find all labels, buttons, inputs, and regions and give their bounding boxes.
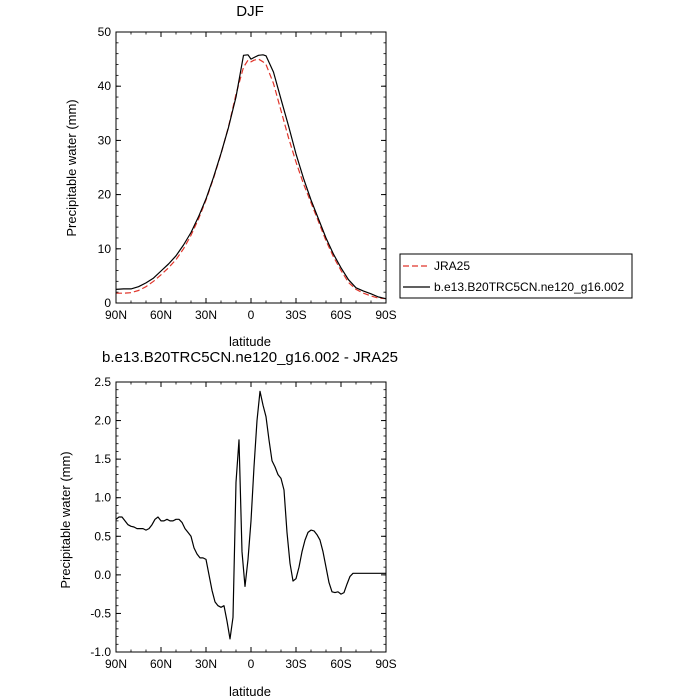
bot-ytick-label: 1.0 xyxy=(94,491,111,505)
top-ytick-label: 10 xyxy=(98,242,112,256)
top-axis-ticks xyxy=(115,31,387,304)
bottom-plot-frame xyxy=(115,381,387,653)
top-series-line-1 xyxy=(115,54,387,300)
top-plot-frame xyxy=(115,31,387,304)
top-series-line-0 xyxy=(116,58,387,300)
top-xtick-label: 60S xyxy=(330,308,351,322)
legend-label-model: b.e13.B20TRC5CN.ne120_g16.002 xyxy=(434,280,624,294)
top-y-tick-labels: 0 10 20 30 40 50 xyxy=(98,25,112,310)
bot-xtick-label: 30S xyxy=(285,657,306,671)
top-xtick-label: 0 xyxy=(248,308,255,322)
top-series-group xyxy=(115,54,387,300)
top-x-axis-label: latitude xyxy=(229,334,271,349)
bottom-x-tick-labels: 90N 60N 30N 0 30S 60S 90S xyxy=(105,657,397,671)
bot-xtick-label: 90S xyxy=(375,657,396,671)
bot-ytick-label: 2.0 xyxy=(94,414,111,428)
bot-xtick-label: 60N xyxy=(150,657,172,671)
bot-ytick-label: -1.0 xyxy=(90,645,111,659)
top-x-tick-labels: 90N 60N 30N 0 30S 60S 90S xyxy=(105,308,397,322)
bottom-series-group xyxy=(115,390,386,640)
top-y-axis-label: Precipitable water (mm) xyxy=(64,99,79,236)
top-xtick-label: 30N xyxy=(195,308,217,322)
bottom-chart-title: b.e13.B20TRC5CN.ne120_g16.002 - JRA25 xyxy=(102,349,398,366)
bot-xtick-label: 30N xyxy=(195,657,217,671)
bot-ytick-label: -0.5 xyxy=(90,606,111,620)
bot-series-line-0 xyxy=(115,390,386,640)
top-chart-title: DJF xyxy=(236,3,264,20)
top-xtick-label: 90S xyxy=(375,308,396,322)
top-xtick-label: 30S xyxy=(285,308,306,322)
legend-box xyxy=(399,253,633,299)
legend-label-jra25: JRA25 xyxy=(434,259,470,273)
bot-xtick-label: 90N xyxy=(105,657,127,671)
bottom-y-axis-label: Precipitable water (mm) xyxy=(58,451,73,588)
bot-ytick-label: 2.5 xyxy=(94,375,111,389)
bot-xtick-label: 0 xyxy=(248,657,255,671)
top-xtick-label: 90N xyxy=(105,308,127,322)
top-ytick-label: 20 xyxy=(98,188,112,202)
top-ytick-label: 0 xyxy=(104,296,111,310)
bot-ytick-label: 1.5 xyxy=(94,452,111,466)
bottom-y-tick-labels: -1.0 -0.5 0.0 0.5 1.0 1.5 2.0 2.5 xyxy=(90,375,111,659)
top-ytick-label: 30 xyxy=(98,133,112,147)
bot-ytick-label: 0.5 xyxy=(94,529,111,543)
bot-xtick-label: 60S xyxy=(330,657,351,671)
bottom-chart-panel: b.e13.B20TRC5CN.ne120_g16.002 - JRA25 -1… xyxy=(58,349,398,699)
top-ytick-label: 40 xyxy=(98,79,112,93)
top-ytick-label: 50 xyxy=(98,25,112,39)
top-xtick-label: 60N xyxy=(150,308,172,322)
legend: JRA25 b.e13.B20TRC5CN.ne120_g16.002 xyxy=(399,253,633,299)
bottom-x-axis-label: latitude xyxy=(229,684,271,699)
top-chart-panel: DJF 0 10 20 30 40 50 90N 60N 30N 0 30S 60S 90S lati… xyxy=(64,3,397,349)
bot-ytick-label: 0.0 xyxy=(94,568,111,582)
